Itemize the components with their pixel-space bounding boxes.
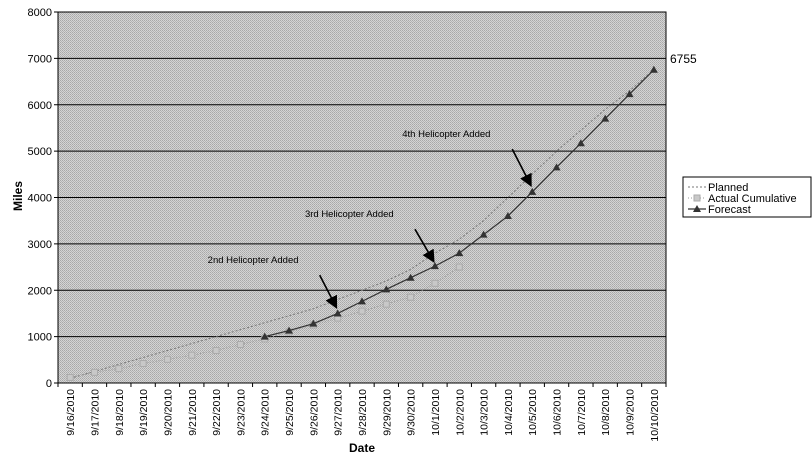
data-point xyxy=(358,307,366,315)
annotation-arrow xyxy=(511,148,532,187)
x-tick-label: 10/2/2010 xyxy=(454,389,466,436)
data-point xyxy=(90,368,98,376)
x-tick-label: 9/30/2010 xyxy=(406,389,418,436)
data-point xyxy=(285,326,294,334)
y-axis-title: Miles xyxy=(11,181,25,211)
data-point xyxy=(455,249,464,257)
y-tick-label: 8000 xyxy=(28,7,52,19)
annotation-label: 4th Helicopter Added xyxy=(402,129,490,140)
x-tick-label: 9/20/2010 xyxy=(162,389,174,436)
x-tick-label: 9/18/2010 xyxy=(114,389,126,436)
end-value-label: 6755 xyxy=(670,52,697,66)
x-tick-label: 9/21/2010 xyxy=(187,389,199,436)
x-tick-label: 10/8/2010 xyxy=(600,389,612,436)
legend-label: Actual Cumulative xyxy=(708,193,797,205)
x-tick-label: 9/23/2010 xyxy=(235,389,247,436)
data-point xyxy=(601,114,610,122)
x-tick-label: 10/7/2010 xyxy=(576,389,588,436)
y-tick-label: 5000 xyxy=(28,146,52,158)
annotation-label: 3rd Helicopter Added xyxy=(305,209,394,220)
legend-label: Planned xyxy=(708,182,748,194)
x-tick-label: 9/27/2010 xyxy=(333,389,345,436)
annotation-label: 2nd Helicopter Added xyxy=(208,255,299,266)
data-point xyxy=(625,90,634,98)
gridlines xyxy=(58,11,666,338)
data-point xyxy=(309,319,318,327)
y-axis-ticks: 0 1000 2000 3000 4000 5000 6000 7000 8000 xyxy=(28,7,58,390)
data-point xyxy=(382,300,390,308)
y-tick-label: 2000 xyxy=(28,285,52,297)
data-point xyxy=(528,187,537,195)
series-2 xyxy=(260,65,658,340)
x-tick-label: 10/4/2010 xyxy=(503,389,515,436)
data-point xyxy=(407,293,415,301)
data-point xyxy=(430,262,439,270)
y-tick-label: 3000 xyxy=(28,239,52,251)
x-tick-label: 10/10/2010 xyxy=(649,389,661,442)
data-point xyxy=(576,139,585,147)
y-tick-label: 4000 xyxy=(28,193,52,205)
data-point xyxy=(212,347,220,355)
y-tick-label: 7000 xyxy=(28,53,52,65)
x-tick-label: 9/22/2010 xyxy=(211,389,223,436)
data-point xyxy=(115,365,123,373)
data-point xyxy=(649,65,658,73)
annotation-arrow xyxy=(318,274,338,309)
legend-box xyxy=(682,176,812,218)
data-point xyxy=(139,360,147,368)
data-point xyxy=(503,212,512,220)
data-point xyxy=(163,355,171,363)
x-tick-label: 10/3/2010 xyxy=(479,389,491,436)
data-point xyxy=(693,194,701,202)
y-tick-label: 0 xyxy=(46,378,52,390)
data-point xyxy=(382,285,391,293)
data-point xyxy=(236,341,244,349)
x-tick-label: 9/24/2010 xyxy=(260,389,272,436)
series-line xyxy=(70,69,655,379)
data-point xyxy=(693,205,701,212)
x-tick-label: 9/19/2010 xyxy=(138,389,150,436)
x-tick-label: 10/9/2010 xyxy=(625,389,637,436)
y-tick-label: 1000 xyxy=(28,332,52,344)
data-point xyxy=(188,351,196,359)
x-tick-label: 9/29/2010 xyxy=(381,389,393,436)
x-tick-label: 9/16/2010 xyxy=(65,389,77,436)
x-tick-label: 9/17/2010 xyxy=(89,389,101,436)
data-point xyxy=(479,230,488,238)
y-tick-label: 6000 xyxy=(28,100,52,112)
series xyxy=(66,65,658,381)
data-point xyxy=(66,373,74,381)
data-point xyxy=(260,332,269,340)
x-tick-label: 9/26/2010 xyxy=(308,389,320,436)
x-axis-title: Date xyxy=(349,441,375,454)
series-0 xyxy=(70,69,655,379)
data-point xyxy=(333,309,342,317)
data-point xyxy=(406,273,415,281)
x-tick-label: 10/1/2010 xyxy=(430,389,442,436)
data-point xyxy=(455,263,463,271)
x-tick-label: 9/28/2010 xyxy=(357,389,369,436)
x-tick-label: 10/5/2010 xyxy=(527,389,539,436)
data-point xyxy=(552,163,561,171)
data-point xyxy=(431,279,439,287)
data-point xyxy=(358,297,366,305)
annotation-arrow xyxy=(414,228,435,263)
x-tick-label: 9/25/2010 xyxy=(284,389,296,436)
x-tick-label: 10/6/2010 xyxy=(552,389,564,436)
annotations: 2nd Helicopter Added 3rd Helicopter Added… xyxy=(208,129,532,309)
legend-label: Forecast xyxy=(708,204,751,216)
x-axis-ticks: 9/16/2010 9/17/2010 9/18/2010 9/19/2010 9/20… xyxy=(57,383,667,442)
